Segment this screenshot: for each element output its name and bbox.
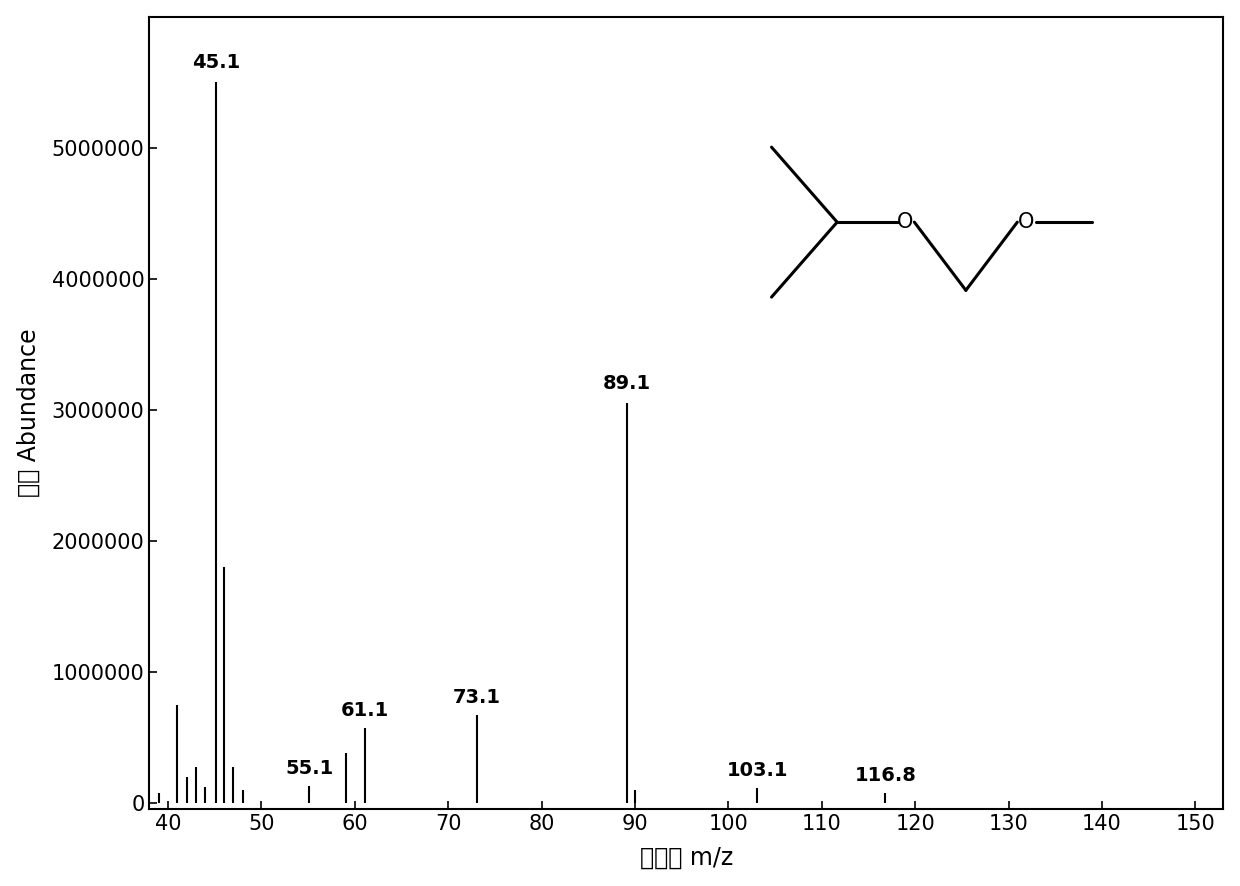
Text: 61.1: 61.1 xyxy=(341,701,389,720)
Text: 116.8: 116.8 xyxy=(854,766,916,785)
Text: 45.1: 45.1 xyxy=(191,52,239,72)
Text: 55.1: 55.1 xyxy=(285,759,334,778)
X-axis label: 分子量 m/z: 分子量 m/z xyxy=(640,845,733,869)
Y-axis label: 丰度 Abundance: 丰度 Abundance xyxy=(16,329,41,497)
Text: 73.1: 73.1 xyxy=(453,688,501,707)
Text: 103.1: 103.1 xyxy=(727,761,789,780)
Text: 89.1: 89.1 xyxy=(603,374,651,392)
